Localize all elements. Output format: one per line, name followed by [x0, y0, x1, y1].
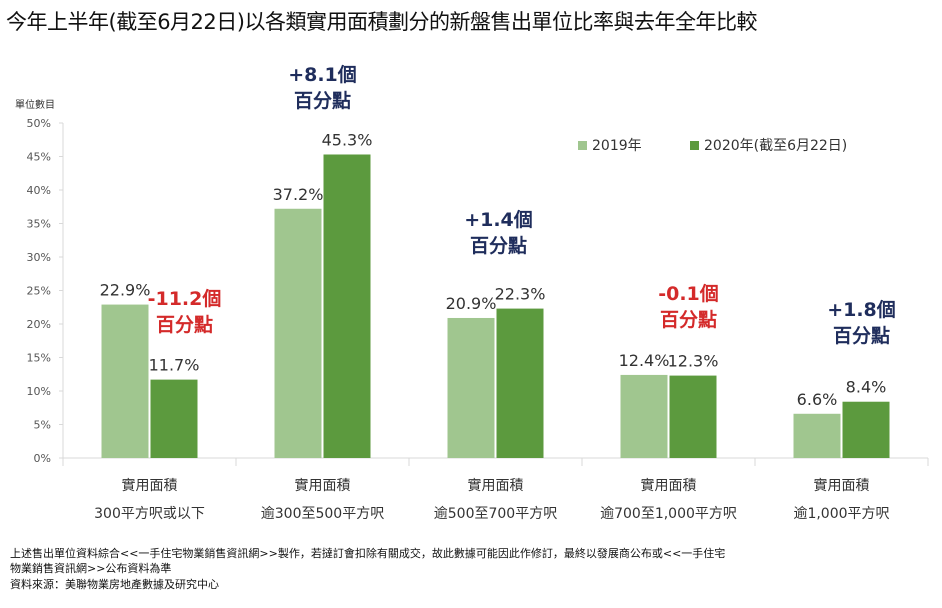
bar-2019	[274, 208, 322, 458]
change-annotation-unit: 百分點	[294, 89, 351, 112]
legend-label-2020: 2020年(截至6月22日)	[704, 138, 848, 154]
data-label: 12.4%	[619, 351, 670, 370]
bar-2020	[323, 154, 371, 459]
bar-2020	[496, 308, 544, 458]
bar-2020	[150, 379, 198, 458]
bar-2019	[793, 413, 841, 458]
y-tick-label: 0%	[34, 452, 51, 465]
data-label: 8.4%	[846, 378, 887, 397]
x-category-label-line1: 實用面積	[295, 477, 351, 494]
change-annotation-unit: 百分點	[660, 308, 717, 331]
data-label: 22.3%	[495, 285, 546, 304]
x-category-label-line2: 逾300至500平方呎	[261, 506, 384, 522]
data-label: 22.9%	[100, 281, 151, 300]
footnote-line-2: 物業銷售資訊網>>公布資料為準	[10, 562, 172, 575]
legend-label-2019: 2019年	[592, 138, 642, 154]
x-category-label-line2: 逾700至1,000平方呎	[600, 506, 737, 522]
data-label: 37.2%	[273, 185, 324, 204]
bar-2019	[447, 317, 495, 458]
y-axis-unit-label: 單位數目	[15, 100, 55, 111]
change-annotation-value: -0.1個	[658, 283, 719, 305]
bar-chart: 0% 5% 10% 15% 20% 25% 30% 35% 40% 45% 50% 22.9% 11.7…	[27, 64, 929, 522]
source-note: 資料來源：美聯物業房地產數據及研究中心	[10, 578, 219, 591]
change-annotation-value: +8.1個	[288, 64, 357, 86]
bar-2019	[101, 304, 149, 458]
data-label: 45.3%	[322, 130, 373, 149]
x-category-label-line2: 逾1,000平方呎	[793, 506, 889, 522]
change-annotation-value: -11.2個	[148, 288, 222, 310]
footnote-line-1: 上述售出單位資料綜合<<一手住宅物業銷售資訊網>>製作，若撻訂會扣除有關成交，故…	[10, 547, 726, 560]
x-category-label-line1: 實用面積	[122, 477, 178, 494]
y-tick-label: 50%	[27, 117, 51, 130]
data-label: 20.9%	[446, 294, 497, 313]
change-annotation-unit: 百分點	[470, 234, 527, 257]
y-tick-label: 40%	[27, 184, 51, 197]
legend-item-2020: 2020年(截至6月22日)	[690, 135, 847, 155]
bar-2020	[842, 401, 890, 458]
y-tick-label: 20%	[27, 318, 51, 331]
y-tick-label: 35%	[27, 218, 51, 231]
y-tick-label: 30%	[27, 251, 51, 264]
y-tick-label: 15%	[27, 352, 51, 365]
x-category-label-line1: 實用面積	[814, 477, 870, 494]
legend-swatch-2020	[690, 140, 699, 150]
change-annotation-unit: 百分點	[833, 324, 890, 347]
x-category-label-line1: 實用面積	[641, 477, 697, 494]
change-annotation-value: +1.4個	[464, 209, 533, 231]
data-label: 12.3%	[668, 352, 719, 371]
bar-2019	[620, 374, 668, 458]
legend-swatch-2019	[578, 140, 587, 150]
y-tick-label: 45%	[27, 151, 51, 164]
bar-2020	[669, 375, 717, 458]
x-category-label-line1: 實用面積	[468, 477, 524, 494]
x-category-label-line2: 300平方呎或以下	[94, 506, 205, 522]
change-annotation-unit: 百分點	[156, 313, 213, 336]
x-category-label-line2: 逾500至700平方呎	[434, 506, 557, 522]
chart-title: 今年上半年(截至6月22日)以各類實用面積劃分的新盤售出單位比率與去年全年比較	[6, 10, 757, 34]
y-tick-label: 25%	[27, 285, 51, 298]
y-tick-label: 5%	[34, 419, 51, 432]
legend-item-2019: 2019年	[578, 135, 642, 155]
change-annotation-value: +1.8個	[827, 299, 896, 321]
data-label: 11.7%	[149, 356, 200, 375]
y-tick-label: 10%	[27, 385, 51, 398]
data-label: 6.6%	[797, 390, 838, 409]
